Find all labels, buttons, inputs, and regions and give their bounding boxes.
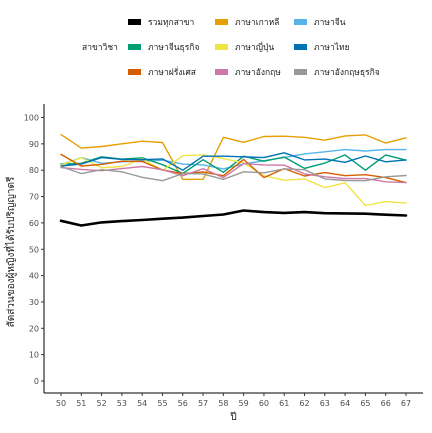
x-tick-label: 63 (320, 399, 330, 408)
y-tick-label: 90 (29, 140, 39, 149)
legend: สาขาวิชา รวมทุกสาขา ภาษาเกาหลี ภาษาจีนภาษาจ… (82, 17, 380, 78)
x-tick-label: 50 (56, 399, 66, 408)
y-tick-label: 40 (29, 272, 39, 281)
legend-swatch (294, 44, 307, 50)
series-line (60, 165, 407, 182)
y-tick-label: 20 (29, 324, 39, 333)
legend-swatch (215, 19, 228, 25)
legend-label: ภาษาฝรั่งเศส (148, 66, 197, 78)
legend-label: ภาษาอังกฤษธุรกิจ (314, 68, 380, 78)
y-tick-label: 50 (29, 245, 39, 254)
legend-swatch (128, 69, 141, 75)
x-axis-ticks: 50 51 52 53 54 55 56 57 58 59 60 61 62 63 64 65 66 67 (56, 393, 411, 408)
y-tick-label: 100 (24, 114, 39, 123)
legend-swatch (128, 44, 141, 50)
x-tick-label: 55 (157, 399, 167, 408)
x-tick-label: 58 (218, 399, 228, 408)
x-tick-label: 65 (360, 399, 370, 408)
legend-swatch (215, 44, 228, 50)
x-tick-label: 64 (340, 399, 350, 408)
legend-swatch (215, 69, 228, 75)
legend-label: ภาษาญี่ปุ่น (235, 41, 274, 53)
series-line (60, 154, 407, 207)
y-tick-label: 60 (29, 219, 39, 228)
series-line (60, 153, 407, 184)
series-line (60, 152, 407, 171)
y-axis-ticks: 0 10 20 30 40 50 60 70 80 90 100 (24, 114, 44, 386)
x-tick-label: 66 (381, 399, 391, 408)
y-tick-label: 70 (29, 193, 39, 202)
series-line (60, 162, 407, 184)
x-tick-label: 54 (137, 399, 147, 408)
series-line (60, 133, 407, 181)
x-axis-title: ปี (230, 411, 237, 423)
legend-label: ภาษาอังกฤษ (235, 68, 281, 78)
x-tick-label: 67 (401, 399, 411, 408)
y-tick-label: 0 (34, 377, 39, 386)
x-tick-label: 51 (76, 399, 86, 408)
legend-label: ภาษาไทย (314, 42, 350, 53)
x-tick-label: 62 (299, 399, 309, 408)
series-line (59, 209, 408, 227)
y-tick-label: 80 (29, 166, 39, 175)
x-tick-label: 60 (259, 399, 269, 408)
legend-title: สาขาวิชา (82, 43, 118, 53)
x-tick-label: 57 (198, 399, 208, 408)
y-tick-label: 10 (29, 351, 39, 360)
legend-swatch (294, 69, 307, 75)
legend-label: ภาษาเกาหลี (235, 17, 279, 28)
legend-label: ภาษาจีน (314, 17, 346, 28)
x-tick-label: 56 (178, 399, 188, 408)
y-tick-label: 30 (29, 298, 39, 307)
x-tick-label: 61 (279, 399, 289, 408)
legend-label: ภาษาจีนธุรกิจ (148, 42, 199, 53)
legend-swatch (128, 19, 141, 25)
x-tick-label: 53 (117, 399, 127, 408)
legend-swatch (294, 19, 307, 25)
legend-label: รวมทุกสาขา (148, 18, 194, 28)
y-axis-title: สัดส่วนของผู้หญิงที่ได้รับปริญญาตรี (3, 176, 17, 327)
x-tick-label: 52 (96, 399, 106, 408)
series-layer (59, 133, 408, 227)
x-tick-label: 59 (239, 399, 249, 408)
